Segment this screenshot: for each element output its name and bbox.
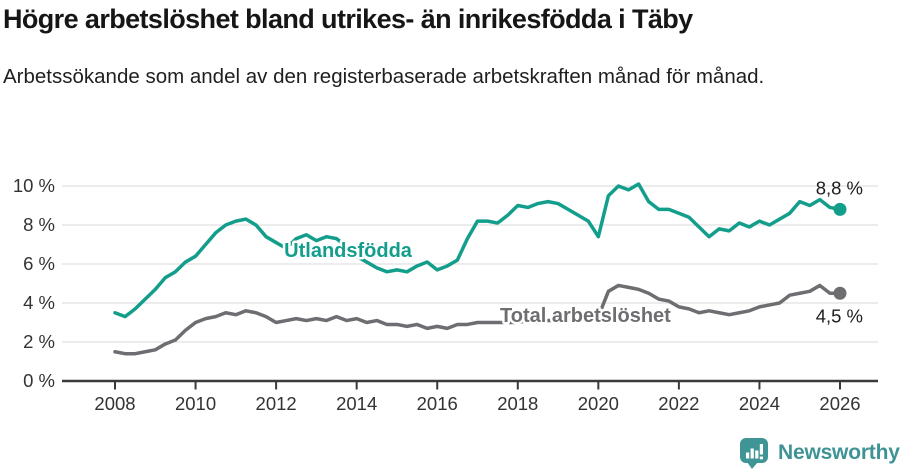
series-end-value-label-0: 8,8 % <box>816 177 863 198</box>
series-end-dot-1 <box>833 286 847 300</box>
page-title: Högre arbetslöshet bland utrikes- än inr… <box>3 4 693 34</box>
brand-text: Newsworthy <box>778 441 900 464</box>
series-line-1 <box>113 283 842 356</box>
series-end-dot-0 <box>833 202 847 216</box>
y-axis-tick-label: 0 % <box>23 370 55 391</box>
x-axis-tick-label: 2008 <box>94 393 135 414</box>
y-axis-tick-label: 6 % <box>23 253 55 274</box>
y-axis-tick-label: 10 % <box>13 175 55 196</box>
series-inline-label-0: Utlandsfödda <box>284 240 413 262</box>
x-axis-tick-label: 2014 <box>336 393 377 414</box>
series-line-0 <box>113 182 842 319</box>
chart-subtitle: Arbetssökande som andel av den registerb… <box>3 65 765 88</box>
newsworthy-chart-bubble-icon <box>740 438 768 469</box>
x-axis-tick-label: 2022 <box>658 393 699 414</box>
x-axis-tick-label: 2018 <box>497 393 538 414</box>
line-chart: 0 % 2 % 4 % 6 % 8 % 10 % 2008 2010 2012 2014 2016 2… <box>13 175 878 414</box>
y-axis-tick-label: 4 % <box>23 292 55 313</box>
x-axis-tick-label: 2024 <box>739 393 780 414</box>
x-axis-tick-label: 2026 <box>819 393 860 414</box>
x-axis-tick-label: 2016 <box>417 393 458 414</box>
series-end-value-label-1: 4,5 % <box>816 305 863 326</box>
footer-branding: Newsworthy <box>739 437 900 469</box>
x-axis-tick-label: 2012 <box>256 393 297 414</box>
series-inline-label-1: Total arbetslöshet <box>500 305 671 327</box>
x-axis-tick-label: 2010 <box>175 393 216 414</box>
x-axis-tick-label: 2020 <box>578 393 619 414</box>
y-axis-tick-label: 2 % <box>23 331 55 352</box>
y-axis-tick-label: 8 % <box>23 214 55 235</box>
